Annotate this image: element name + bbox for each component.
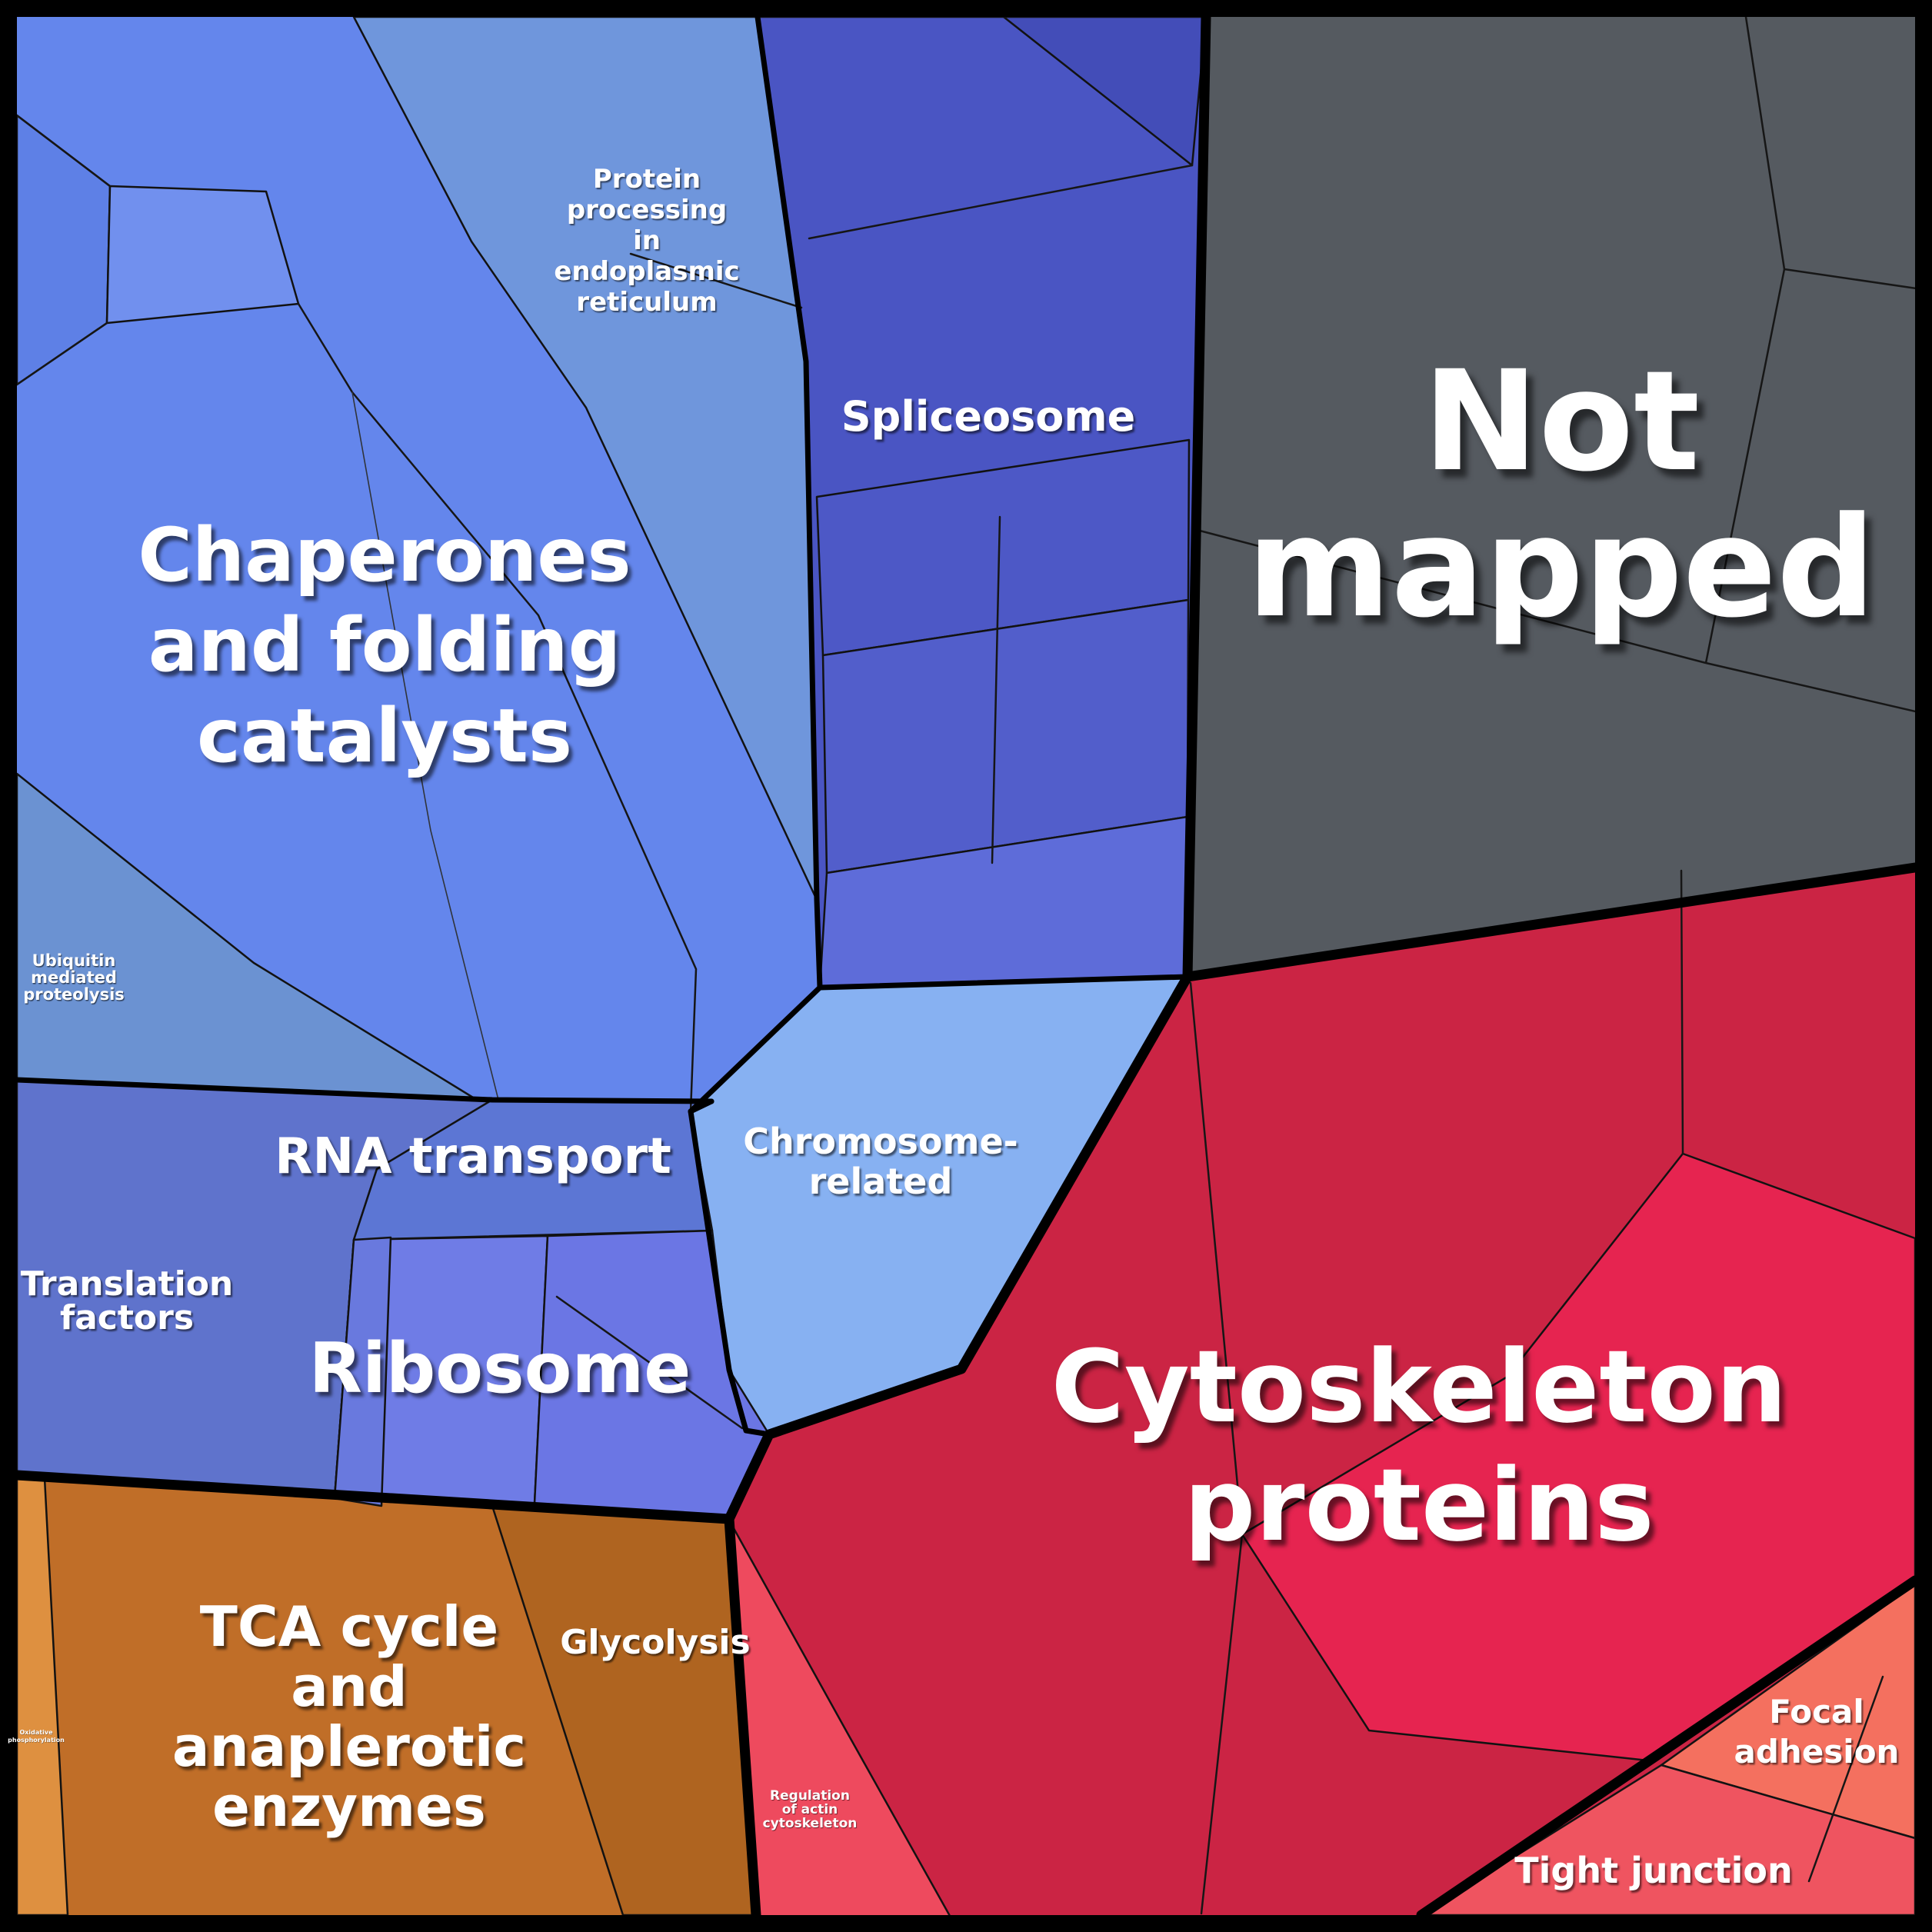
border-blue-gray [1182, 12, 1211, 982]
label-tca: TCA cycle [200, 1594, 499, 1659]
label-not-mapped: mapped [1247, 488, 1876, 648]
border-red-junction-group [1416, 1575, 1920, 1920]
label-chromosome-related: Chromosome- [743, 1121, 1018, 1162]
label-ubiquitin: Ubiquitin [32, 951, 116, 970]
label-tca: enzymes [212, 1774, 486, 1839]
er-subcell-line [629, 252, 803, 309]
label-translation-factors: factors [60, 1298, 194, 1337]
label-protein-processing-er: in [633, 225, 661, 256]
label-rna-transport: RNA transport [275, 1128, 671, 1185]
group-border-translation-band [14, 1077, 715, 1104]
label-not-mapped: Not [1423, 341, 1700, 502]
label-focal-adhesion: Focal [1769, 1693, 1864, 1730]
label-ubiquitin: mediated [31, 968, 117, 987]
label-chromosome-related: related [809, 1161, 953, 1202]
label-tca: anaplerotic [172, 1714, 526, 1779]
label-tight-junction: Tight junction [1514, 1850, 1792, 1891]
cell-chaperones-pentagon-subcell[interactable] [105, 185, 300, 325]
border-gray-red [1182, 862, 1920, 982]
chaperones-subcell-lines [15, 114, 698, 1113]
label-protein-processing-er: Protein [593, 164, 701, 195]
label-oxphos: phosphorylation [8, 1737, 65, 1744]
group-border-er-spliceosome [754, 14, 823, 991]
label-glycolysis: Glycolysis [560, 1623, 750, 1662]
cytoskeleton-subcell-lines [1189, 869, 1884, 1915]
border-red-orange [724, 1514, 761, 1920]
spliceosome-subcell-lines [808, 164, 1194, 864]
label-focal-adhesion: adhesion [1734, 1733, 1900, 1770]
label-cytoskeleton: Cytoskeleton [1051, 1328, 1787, 1445]
border-blue-red [724, 971, 1193, 1524]
label-ubiquitin: proteolysis [23, 985, 125, 1004]
label-cytoskeleton: proteins [1184, 1447, 1654, 1564]
label-protein-processing-er: processing [567, 195, 727, 225]
label-chaperones: Chaperones [138, 512, 631, 598]
label-regulation-actin: Regulation [770, 1788, 850, 1804]
label-regulation-actin: of actin [782, 1802, 838, 1817]
label-chaperones: and folding [148, 602, 621, 688]
label-protein-processing-er: endoplasmic [554, 256, 739, 287]
label-translation-factors: Translation [21, 1264, 234, 1304]
label-spliceosome: Spliceosome [841, 392, 1135, 441]
chaperones-faint-line [351, 391, 499, 1101]
label-oxphos: Oxidative [19, 1729, 53, 1736]
label-ribosome: Ribosome [309, 1328, 691, 1409]
label-regulation-actin: cytoskeleton [763, 1816, 858, 1831]
border-blue-orange [12, 1470, 734, 1524]
ribosome-subcell-line [555, 1295, 744, 1430]
label-protein-processing-er: reticulum [576, 287, 717, 318]
not-mapped-subcell-lines [1198, 15, 1932, 717]
group-border-chromosome-top [688, 974, 1191, 1114]
cell-translation-sliver-subcell[interactable] [333, 1236, 392, 1507]
label-tca: and [291, 1654, 407, 1719]
label-chaperones: catalysts [197, 693, 572, 779]
cell-not-mapped[interactable] [1188, 17, 1915, 977]
